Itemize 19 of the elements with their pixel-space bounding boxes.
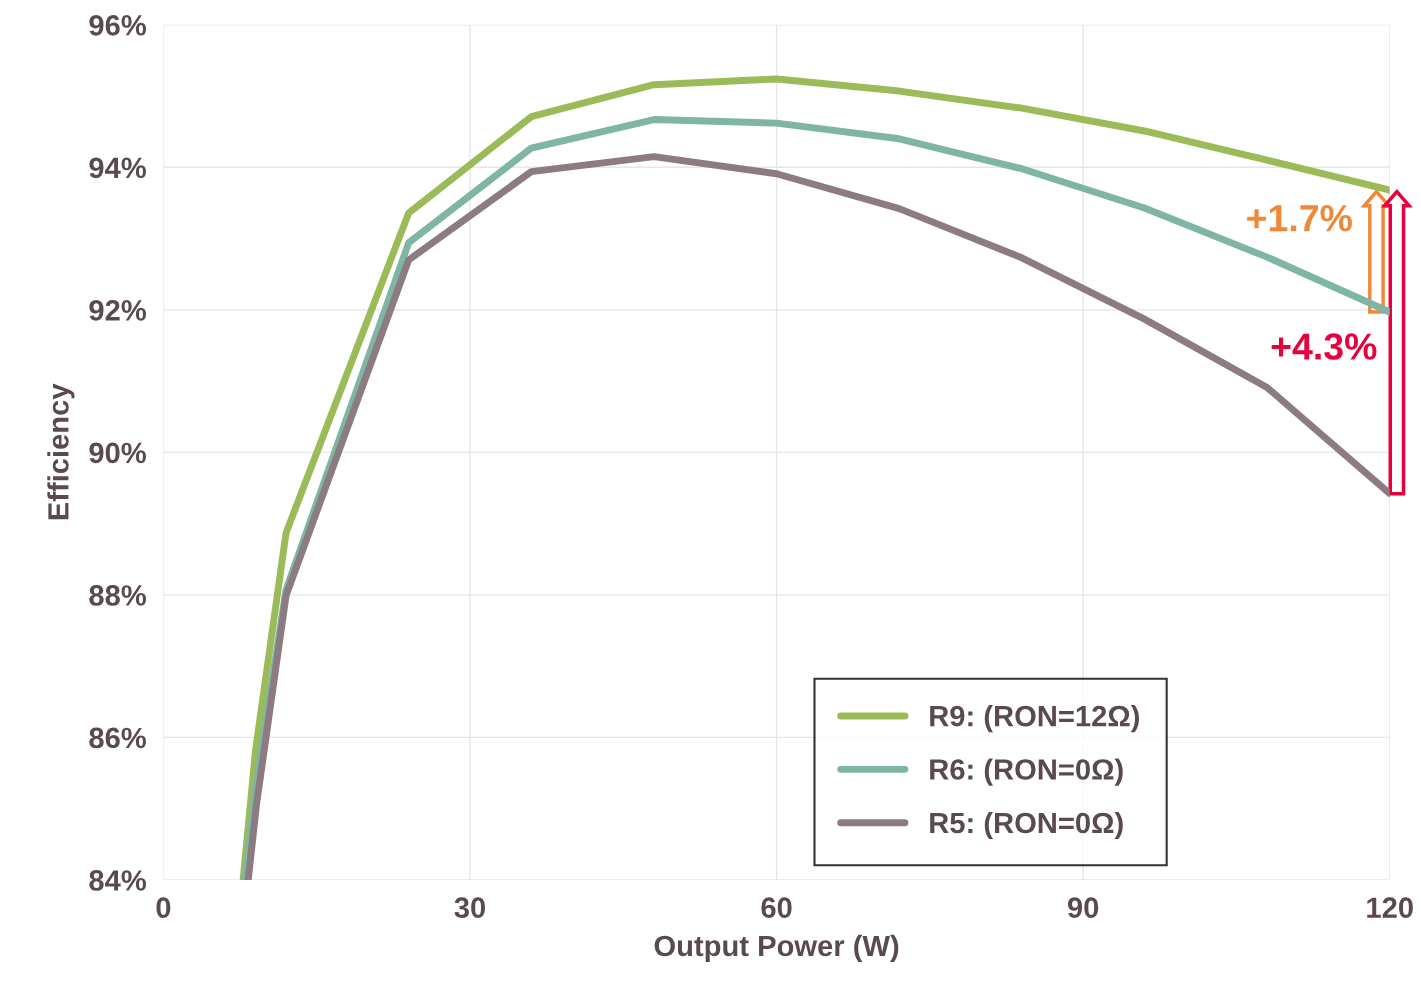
y-axis-title: Efficiency xyxy=(47,383,75,520)
x-axis-title: Output Power (W) xyxy=(654,934,899,963)
x-tick-label: 120 xyxy=(1367,897,1413,918)
y-tick-label: 96% xyxy=(89,15,146,36)
annotation: +1.7% xyxy=(1247,205,1352,232)
y-tick-label: 84% xyxy=(89,870,146,891)
annotation: +4.3% xyxy=(1271,333,1377,360)
legend-label: R5: (RON=0Ω) xyxy=(930,811,1123,840)
y-tick-label: 94% xyxy=(89,157,146,179)
x-tick-label: 30 xyxy=(454,897,486,919)
x-tick-label: 90 xyxy=(1067,897,1099,918)
legend-label: R9: (RON=12Ω) xyxy=(930,705,1139,733)
y-tick-label: 88% xyxy=(89,585,146,606)
x-tick-label: 0 xyxy=(156,897,171,918)
y-tick-label: 90% xyxy=(89,442,146,464)
y-tick-label: 86% xyxy=(89,727,146,749)
y-tick-label: 92% xyxy=(89,300,146,321)
x-tick-label: 60 xyxy=(761,897,792,918)
legend-label: R6: (RON=0Ω) xyxy=(930,758,1123,786)
